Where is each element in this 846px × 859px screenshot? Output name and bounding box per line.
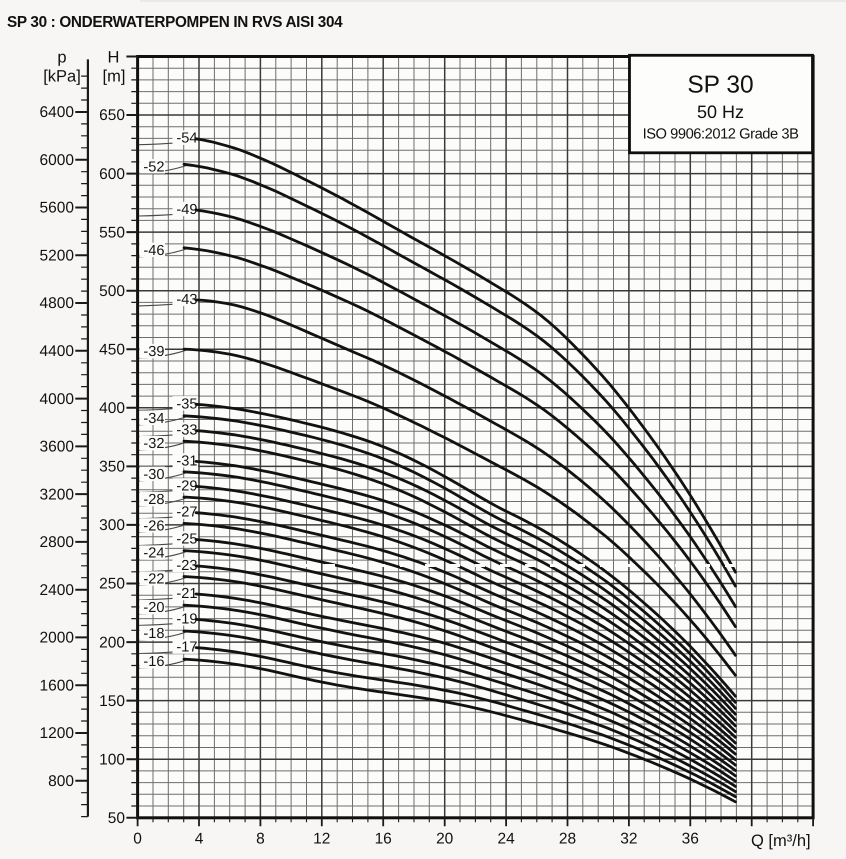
- svg-text:-34: -34: [143, 411, 164, 427]
- svg-text:H: H: [108, 49, 120, 67]
- svg-text:4000: 4000: [40, 391, 75, 408]
- svg-text:-22: -22: [143, 572, 164, 588]
- svg-text:50: 50: [108, 810, 126, 827]
- svg-text:-30: -30: [143, 467, 164, 483]
- svg-text:350: 350: [99, 459, 125, 476]
- svg-text:150: 150: [99, 693, 125, 710]
- svg-text:100: 100: [99, 751, 125, 768]
- svg-text:550: 550: [99, 224, 125, 241]
- svg-text:-17: -17: [176, 640, 197, 656]
- svg-text:24: 24: [497, 831, 515, 848]
- svg-text:-29: -29: [176, 478, 197, 494]
- svg-text:Q [m³/h]: Q [m³/h]: [751, 832, 811, 850]
- svg-text:400: 400: [99, 400, 125, 417]
- svg-text:28: 28: [559, 831, 576, 848]
- svg-text:-20: -20: [143, 600, 164, 616]
- svg-text:[kPa]: [kPa]: [43, 68, 81, 86]
- svg-text:2400: 2400: [40, 582, 75, 599]
- svg-text:[m]: [m]: [103, 68, 126, 86]
- svg-text:600: 600: [99, 166, 125, 183]
- svg-text:4: 4: [195, 831, 204, 848]
- svg-text:-23: -23: [176, 558, 197, 574]
- svg-text:-24: -24: [143, 546, 164, 562]
- svg-text:-31: -31: [176, 453, 197, 469]
- svg-text:1200: 1200: [40, 725, 75, 742]
- svg-text:ISO 9906:2012 Grade 3B: ISO 9906:2012 Grade 3B: [643, 127, 800, 143]
- svg-text:-43: -43: [176, 292, 197, 308]
- svg-text:-46: -46: [143, 243, 164, 259]
- svg-text:5600: 5600: [40, 200, 75, 217]
- svg-text:450: 450: [99, 342, 125, 359]
- svg-text:-25: -25: [176, 532, 197, 548]
- svg-text:6000: 6000: [40, 152, 75, 169]
- svg-text:2000: 2000: [40, 630, 75, 647]
- svg-text:8: 8: [256, 831, 265, 848]
- svg-text:20: 20: [436, 831, 454, 848]
- svg-text:-16: -16: [143, 654, 164, 670]
- svg-text:0: 0: [133, 831, 142, 848]
- svg-text:-27: -27: [176, 505, 197, 521]
- svg-text:300: 300: [99, 517, 125, 534]
- svg-text:36: 36: [682, 831, 699, 848]
- svg-text:-33: -33: [176, 423, 197, 439]
- svg-text:-18: -18: [143, 626, 164, 642]
- svg-text:500: 500: [99, 283, 125, 300]
- svg-text:3200: 3200: [40, 486, 75, 503]
- svg-text:3600: 3600: [40, 439, 75, 456]
- svg-text:32: 32: [620, 831, 637, 848]
- svg-text:5200: 5200: [40, 248, 75, 265]
- svg-text:-35: -35: [176, 396, 197, 412]
- svg-text:-32: -32: [143, 436, 164, 452]
- svg-text:-19: -19: [176, 611, 197, 627]
- svg-text:6400: 6400: [40, 104, 75, 121]
- svg-text:650: 650: [99, 107, 125, 124]
- svg-text:50 Hz: 50 Hz: [697, 102, 744, 122]
- svg-text:-52: -52: [143, 159, 164, 175]
- svg-text:-28: -28: [143, 492, 164, 508]
- svg-text:SP 30: SP 30: [687, 72, 753, 99]
- svg-text:200: 200: [99, 634, 125, 651]
- svg-text:4400: 4400: [40, 343, 75, 360]
- svg-text:800: 800: [48, 773, 74, 790]
- svg-text:12: 12: [313, 831, 330, 848]
- svg-text:-49: -49: [176, 202, 197, 218]
- svg-text:250: 250: [99, 576, 125, 593]
- svg-text:2800: 2800: [40, 534, 75, 551]
- svg-text:-39: -39: [143, 344, 164, 360]
- svg-text:-21: -21: [176, 586, 197, 602]
- svg-text:4800: 4800: [40, 295, 75, 312]
- svg-text:-26: -26: [143, 518, 164, 534]
- svg-text:1600: 1600: [40, 677, 75, 694]
- svg-text:p: p: [57, 49, 66, 67]
- svg-text:-54: -54: [176, 131, 197, 147]
- svg-text:16: 16: [375, 831, 392, 848]
